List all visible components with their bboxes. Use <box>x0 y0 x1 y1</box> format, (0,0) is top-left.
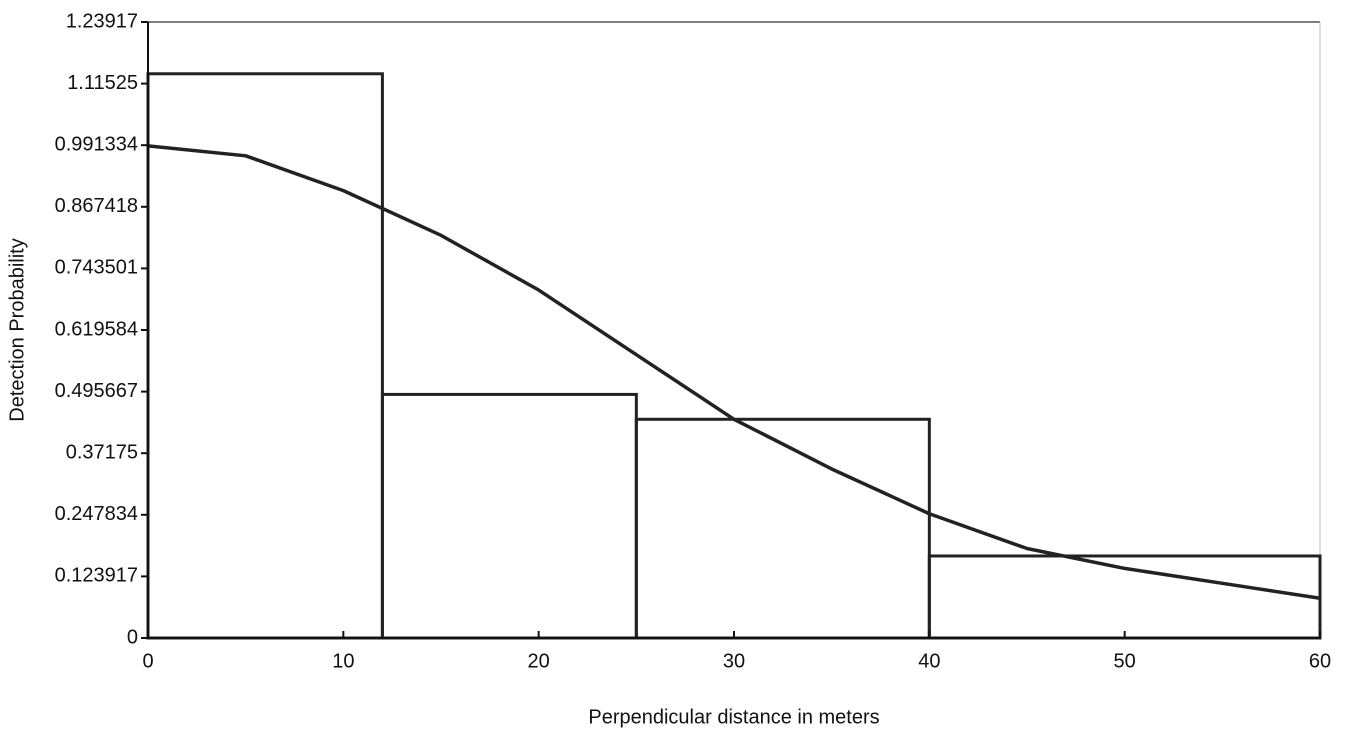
y-tick-label: 1.23917 <box>66 10 138 32</box>
y-tick-label: 1.11525 <box>67 72 138 94</box>
fitted-curve <box>147 144 1321 600</box>
y-tick-label: 0.37175 <box>66 441 138 463</box>
y-axis-label: Detection Probability <box>6 238 28 421</box>
x-tick-label: 50 <box>1114 650 1136 672</box>
y-tick-label: 0.619584 <box>55 318 138 340</box>
x-tick-label: 30 <box>723 650 745 672</box>
y-tick-label: 0.991334 <box>55 133 138 155</box>
y-tick-label: 0.743501 <box>55 257 138 279</box>
bar <box>380 392 638 640</box>
y-tick-label: 0.495667 <box>55 380 138 402</box>
bar <box>634 417 931 640</box>
x-tick-label: 20 <box>528 650 550 672</box>
bar <box>146 72 384 640</box>
x-tick-label: 0 <box>142 650 153 672</box>
y-tick-label: 0 <box>127 626 138 648</box>
x-tick-label: 60 <box>1309 650 1331 672</box>
x-tick-label: 10 <box>332 650 354 672</box>
y-tick-label: 0.247834 <box>55 503 138 525</box>
y-tick-label: 0.867418 <box>55 195 138 217</box>
y-tick-label: 0.123917 <box>55 565 138 587</box>
x-tick-label: 40 <box>918 650 940 672</box>
x-axis-label: Perpendicular distance in meters <box>588 706 879 728</box>
